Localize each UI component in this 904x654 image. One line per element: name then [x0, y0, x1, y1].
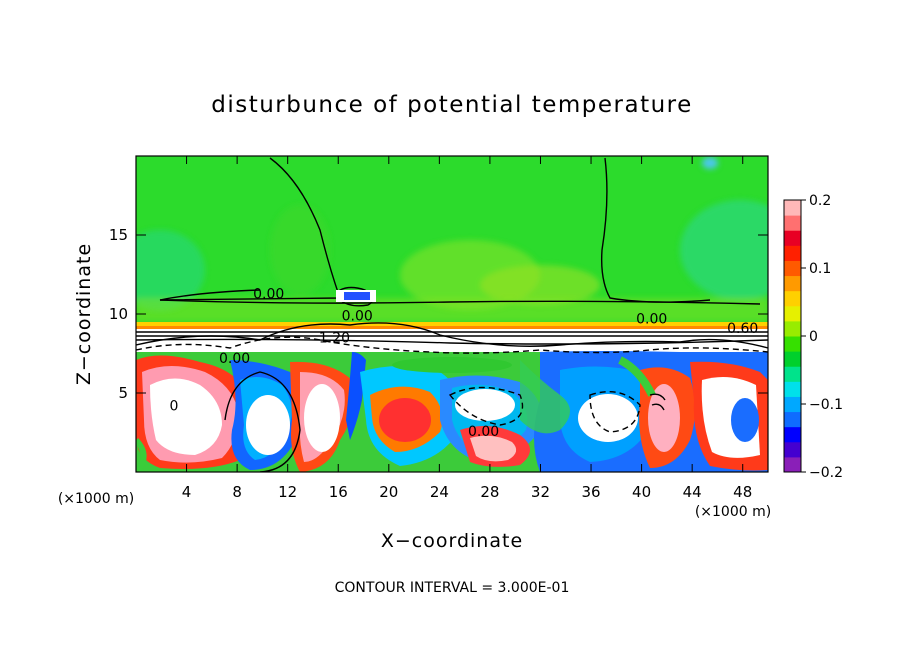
- plot-area: [136, 156, 768, 472]
- turbulence-patches: [136, 351, 768, 472]
- contour-label: 0.60: [727, 321, 758, 337]
- contour-label: 0.00: [253, 286, 284, 302]
- x-tick-label: 28: [480, 483, 499, 501]
- chart-title: disturbunce of potential temperature: [211, 92, 693, 118]
- y-tick-label: 5: [118, 384, 128, 402]
- colorbar-tick-label: −0.2: [809, 465, 843, 481]
- colorbar-swatch: [784, 381, 801, 397]
- colorbar-tick-label: 0.2: [809, 193, 831, 209]
- x-tick-label: 32: [531, 483, 550, 501]
- colorbar-swatch: [784, 426, 801, 443]
- colorbar-swatch: [784, 260, 801, 277]
- colorbar-swatch: [784, 456, 801, 473]
- colorbar-swatch: [784, 290, 801, 307]
- x-tick-label: 4: [182, 483, 192, 501]
- colorbar-tick-label: −0.1: [809, 397, 843, 413]
- contour-interval-note: CONTOUR INTERVAL = 3.000E-01: [335, 580, 570, 596]
- x-axis-label: X−coordinate: [381, 530, 523, 552]
- colorbar-swatch: [784, 245, 801, 261]
- x-tick-label: 16: [329, 483, 348, 501]
- contour-label: 1.20: [319, 331, 350, 347]
- x-tick-label: 20: [379, 483, 398, 501]
- colorbar-swatch: [784, 441, 801, 458]
- colorbar: [784, 200, 801, 473]
- colorbar-tick-label: 0: [809, 329, 818, 345]
- x-tick-label: 44: [683, 483, 702, 501]
- x-tick-label: 24: [430, 483, 449, 501]
- colorbar-tick-label: 0.1: [809, 261, 831, 277]
- y-axis-ticks: 5 10 15: [109, 226, 768, 402]
- colorbar-swatch: [784, 305, 801, 322]
- contour-lines: [136, 157, 768, 472]
- colorbar-swatch: [784, 366, 801, 382]
- contour-label: 0.00: [342, 309, 373, 325]
- colorbar-swatch: [784, 396, 801, 413]
- colorbar-swatch: [784, 351, 801, 367]
- y-tick-label: 10: [109, 305, 128, 323]
- colorbar-swatch: [784, 275, 801, 292]
- contour-labels: 0.00 0.00 0.00 0.60 1.20 0.00 0.00 0: [169, 286, 758, 439]
- x-tick-label: 40: [632, 483, 651, 501]
- colorbar-swatch: [784, 411, 801, 428]
- y-axis-label: Z−coordinate: [73, 243, 95, 385]
- x-tick-label: 12: [278, 483, 297, 501]
- contour-label: 0.00: [636, 312, 667, 328]
- x-axis-ticks: 4 8 12 16 20 24 28 32 36 40 44 48: [182, 156, 752, 501]
- contour-label: 0: [169, 399, 178, 415]
- colorbar-swatch: [784, 320, 801, 337]
- x-unit-left: (×1000 m): [58, 491, 134, 507]
- x-tick-label: 36: [581, 483, 600, 501]
- x-tick-label: 8: [232, 483, 242, 501]
- y-tick-label: 15: [109, 226, 128, 244]
- colorbar-ticks: 0.2 0.1 0 −0.1 −0.2: [801, 193, 843, 481]
- inversion-band: [136, 322, 768, 326]
- contour-label: 0.00: [219, 351, 250, 367]
- colorbar-swatch: [784, 230, 801, 246]
- colorbar-swatch: [784, 200, 801, 216]
- colorbar-swatch: [784, 215, 801, 231]
- contour-label: 0.00: [468, 424, 499, 440]
- x-tick-label: 48: [733, 483, 752, 501]
- x-unit-right: (×1000 m): [695, 504, 771, 520]
- colorbar-swatch: [784, 336, 801, 352]
